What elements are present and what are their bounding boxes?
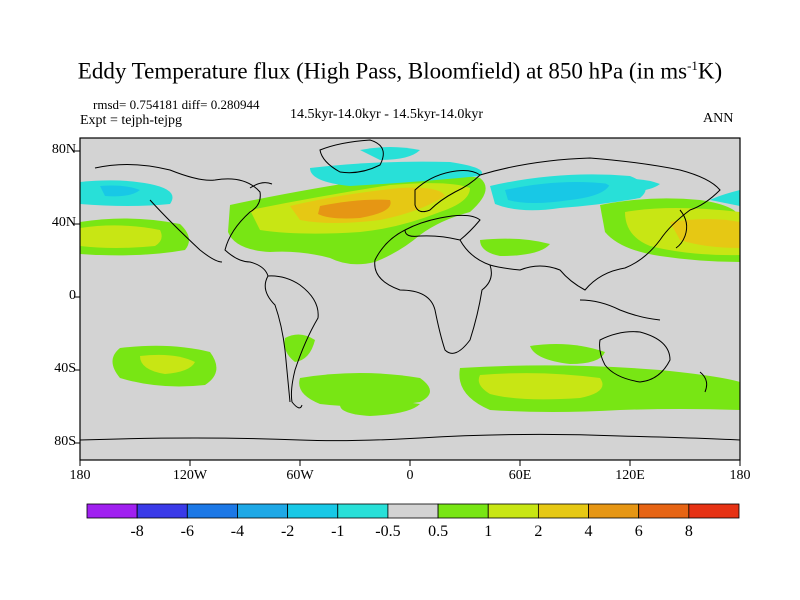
colorbar-label: 0.5 <box>428 523 449 540</box>
x-tick-label: 180 <box>69 468 91 483</box>
y-tick-label: 40S <box>54 361 76 376</box>
colorbar-label: 4 <box>584 523 593 540</box>
colorbar-swatch <box>237 503 289 519</box>
map-title: Eddy Temperature flux (High Pass, Bloomf… <box>0 58 800 85</box>
colorbar-label: 6 <box>634 523 643 540</box>
period-label: 14.5kyr-14.0kyr - 14.5kyr-14.0kyr <box>290 107 484 122</box>
y-tick-label: 80N <box>51 142 76 157</box>
colorbar-swatch <box>537 503 589 519</box>
colorbar-swatch <box>387 503 439 519</box>
season-label: ANN <box>703 111 734 126</box>
colorbar-label: -2 <box>280 523 295 540</box>
x-tick-label: 120W <box>172 468 208 483</box>
x-tick-label: 180 <box>729 468 751 483</box>
flux-field <box>80 147 740 416</box>
colorbar-label: 2 <box>534 523 543 540</box>
colorbar-label: -8 <box>130 523 144 540</box>
colorbar-label: 8 <box>684 523 693 540</box>
colorbar-swatch <box>136 503 188 519</box>
colorbar-swatch <box>588 503 640 519</box>
y-tick-label: 0 <box>69 288 76 303</box>
colorbar-label: -6 <box>180 523 194 540</box>
colorbar-swatch <box>487 503 539 519</box>
title-superscript: -1 <box>687 58 698 73</box>
colorbar <box>86 503 740 519</box>
x-tick-label: 60E <box>508 468 532 483</box>
stats-label: rmsd= 0.754181 diff= 0.280944 <box>93 97 260 112</box>
colorbar-swatch <box>337 503 389 519</box>
x-tick-label: 0 <box>406 468 414 483</box>
title-end: K) <box>697 58 723 84</box>
experiment-label: Expt = tejph-tejpg <box>80 113 182 128</box>
colorbar-label: -4 <box>230 523 245 540</box>
colorbar-swatch <box>638 503 690 519</box>
x-tick-label: 120E <box>615 468 645 483</box>
colorbar-swatch <box>688 503 740 519</box>
y-tick-label: 40N <box>51 215 76 230</box>
colorbar-label: 1 <box>484 523 493 540</box>
colorbar-swatch <box>287 503 339 519</box>
coastlines <box>80 139 740 442</box>
colorbar-label: -1 <box>331 523 345 540</box>
colorbar-swatch <box>186 503 238 519</box>
x-tick-label: 60W <box>286 468 314 483</box>
y-tick-label: 80S <box>54 434 76 449</box>
colorbar-label: -0.5 <box>375 523 401 540</box>
title-main: Eddy Temperature flux (High Pass, Bloomf… <box>77 58 688 84</box>
colorbar-swatch <box>437 503 489 519</box>
colorbar-swatch <box>86 503 138 519</box>
